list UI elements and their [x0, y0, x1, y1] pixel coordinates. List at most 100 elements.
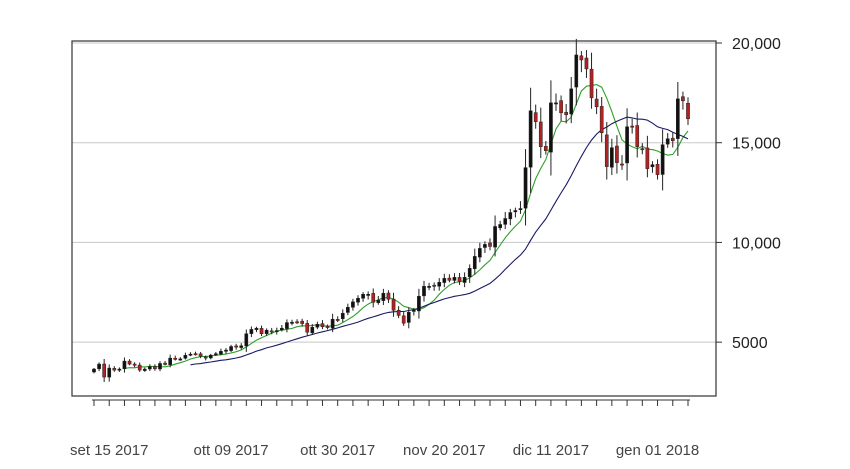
- candle: [320, 320, 325, 330]
- candle-body: [620, 163, 624, 166]
- candle: [564, 103, 568, 124]
- candle-body: [193, 353, 198, 356]
- candle: [478, 242, 482, 263]
- candle: [254, 326, 259, 333]
- candle-body: [285, 322, 289, 329]
- candle: [417, 288, 421, 319]
- candle-body: [523, 167, 528, 209]
- candle-body: [417, 296, 421, 312]
- candle: [127, 359, 132, 366]
- candle-body: [594, 98, 599, 108]
- candle-body: [249, 329, 254, 334]
- candle: [559, 95, 563, 121]
- candle: [686, 97, 690, 126]
- candle: [330, 313, 335, 333]
- candle-body: [549, 102, 553, 153]
- candle-body: [498, 224, 502, 229]
- candle: [513, 207, 518, 218]
- candle: [193, 351, 198, 356]
- candle-body: [655, 164, 660, 175]
- candle: [427, 282, 431, 291]
- candle: [615, 135, 619, 174]
- candle: [452, 273, 457, 284]
- candle-body: [467, 268, 472, 278]
- candle-body: [198, 353, 203, 357]
- candle: [92, 368, 96, 374]
- candle: [239, 343, 244, 350]
- candle: [117, 367, 122, 372]
- candle-body: [142, 368, 147, 371]
- candle-body: [132, 363, 137, 366]
- candle-body: [518, 208, 523, 210]
- candle-body: [401, 315, 406, 324]
- candle-body: [396, 309, 401, 316]
- candle: [224, 347, 228, 354]
- candle-body: [412, 309, 416, 312]
- candle-body: [183, 355, 188, 359]
- candle-body: [295, 321, 299, 324]
- candle-body: [472, 256, 477, 270]
- candle: [518, 201, 523, 214]
- candle-body: [361, 294, 365, 299]
- candle-body: [203, 356, 208, 359]
- candle: [366, 291, 370, 300]
- candle-body: [625, 126, 629, 164]
- candle-body: [269, 330, 274, 333]
- candle-body: [660, 144, 665, 175]
- candle-body: [290, 321, 294, 324]
- candle: [325, 324, 330, 330]
- candle-body: [538, 121, 543, 147]
- candle: [137, 362, 142, 372]
- candle: [569, 76, 574, 124]
- candle-body: [102, 363, 106, 378]
- candle-body: [681, 96, 685, 102]
- candle-body: [122, 360, 127, 370]
- candle: [528, 87, 533, 193]
- candle: [599, 96, 604, 143]
- candle: [610, 138, 614, 176]
- ma-slow-line: [190, 116, 689, 366]
- candle: [681, 91, 685, 110]
- candle: [635, 112, 640, 158]
- moving-averages: [124, 84, 689, 369]
- candle-body: [158, 363, 162, 370]
- candle-body: [148, 366, 152, 370]
- candle: [295, 319, 299, 325]
- candle: [422, 280, 426, 302]
- candle: [142, 367, 147, 372]
- candle-body: [574, 54, 579, 88]
- candle: [158, 361, 162, 372]
- candle: [219, 348, 223, 356]
- plot-background: [72, 41, 716, 396]
- candle: [447, 274, 452, 283]
- candle-body: [168, 357, 172, 365]
- candle-body: [478, 248, 482, 258]
- candle: [412, 307, 416, 316]
- candle-body: [346, 307, 350, 313]
- candle-body: [107, 367, 112, 378]
- candle-body: [92, 368, 96, 373]
- candle: [544, 140, 548, 155]
- candle: [645, 135, 650, 178]
- candle-body: [427, 286, 431, 288]
- candle: [594, 88, 599, 115]
- candle: [660, 129, 665, 191]
- candle-body: [274, 330, 279, 333]
- candles: [92, 38, 690, 383]
- candle: [381, 288, 386, 306]
- candle-body: [229, 346, 233, 351]
- candle-body: [219, 351, 223, 355]
- candle: [574, 38, 579, 106]
- candle-body: [330, 318, 335, 329]
- candle: [625, 108, 629, 181]
- candle: [280, 324, 284, 332]
- candle: [153, 364, 157, 371]
- candle: [346, 303, 350, 316]
- candle-body: [208, 354, 213, 359]
- candle-body: [432, 284, 436, 287]
- candle: [457, 272, 462, 285]
- candle-body: [280, 327, 284, 331]
- candle: [249, 326, 254, 338]
- candle-body: [422, 286, 426, 297]
